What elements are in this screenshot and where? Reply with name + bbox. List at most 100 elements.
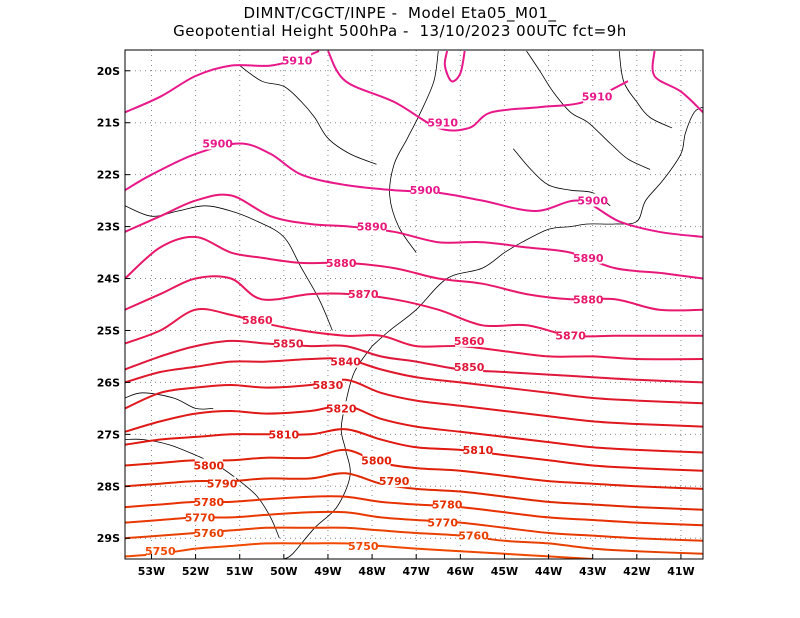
coastline-segment: [512, 148, 611, 207]
contour-label-bg: [428, 515, 457, 529]
contour-label-5850: 5850: [273, 337, 304, 350]
lon-tick-label: 45W: [491, 565, 518, 578]
lat-tick-label: 21S: [97, 117, 120, 130]
map-title-line-1: DIMNT/CGCT/INPE - Model Eta05_M01_: [243, 4, 557, 22]
contour-label-bg: [463, 442, 492, 456]
contour-5830: [125, 378, 703, 428]
coastline-segment: [389, 50, 439, 253]
contour-label-5790: 5790: [379, 475, 410, 488]
contour-label-5770: 5770: [427, 517, 458, 530]
contour-label-5840: 5840: [330, 356, 361, 369]
contour-label-5760: 5760: [194, 527, 225, 540]
coastline-segment: [371, 106, 703, 347]
coastline-segment: [618, 50, 673, 129]
lon-tick-label: 42W: [623, 565, 650, 578]
contour-label-5860: 5860: [242, 314, 273, 327]
contour-label-bg: [362, 453, 391, 467]
contour-label-bg: [203, 136, 232, 150]
latitude-axis: 20S 21S 22S 23S 24S 25S 26S 27S 28S 29S: [97, 65, 130, 545]
lon-tick-label: 48W: [358, 565, 385, 578]
contour-label-5780: 5780: [194, 496, 225, 509]
contour-label-5870: 5870: [348, 288, 379, 301]
contour-label-bg: [208, 476, 237, 490]
contour-label-bg: [578, 193, 607, 207]
contour-label-bg: [331, 354, 360, 368]
lon-tick-label: 51W: [226, 565, 253, 578]
lat-tick-label: 22S: [97, 169, 120, 182]
contour-5910: [443, 50, 466, 83]
contour-label-5890: 5890: [357, 221, 388, 234]
contour-label-bg: [313, 378, 342, 392]
contour-label-bg: [433, 497, 462, 511]
contour-label-5910: 5910: [582, 91, 613, 104]
lon-tick-label: 53W: [138, 565, 165, 578]
contour-label-5900: 5900: [577, 195, 608, 208]
coastline-segment: [239, 65, 377, 165]
contour-label-5820: 5820: [326, 402, 357, 415]
coastline-segment: [526, 50, 651, 170]
contour-5870: [125, 275, 703, 338]
contour-label-5880: 5880: [326, 257, 357, 270]
contour-label-5900: 5900: [410, 184, 441, 197]
contour-label-bg: [146, 544, 175, 558]
lon-tick-label: 41W: [667, 565, 694, 578]
coastline-segment: [125, 392, 214, 410]
contour-5750: [125, 542, 593, 559]
contour-label-5790: 5790: [207, 478, 238, 491]
lat-tick-label: 29S: [97, 532, 120, 545]
contour-label-5900: 5900: [202, 137, 233, 150]
coastline-segment: [283, 345, 373, 559]
contour-label-bg: [380, 474, 409, 488]
coastline-segment: [125, 205, 333, 331]
contour-label-bg: [574, 292, 603, 306]
contour-label-bg: [194, 458, 223, 472]
contour-label-5810: 5810: [463, 444, 494, 457]
contour-label-bg: [459, 528, 488, 542]
contour-5850: [125, 339, 703, 384]
contour-label-5910: 5910: [427, 117, 458, 130]
contour-labels: 5910 5910 5910 5900 5900 5900 5890 5890 5880 5880…: [145, 53, 613, 558]
contour-label-bg: [455, 333, 484, 347]
contour-label-bg: [358, 219, 387, 233]
contour-label-5770: 5770: [185, 511, 216, 524]
contour-label-bg: [243, 313, 272, 327]
lat-tick-label: 27S: [97, 428, 120, 441]
lon-tick-label: 46W: [447, 565, 474, 578]
lat-tick-label: 25S: [97, 324, 120, 337]
contour-label-5760: 5760: [458, 530, 489, 543]
lat-tick-label: 23S: [97, 221, 120, 234]
contour-label-bg: [327, 401, 356, 415]
contour-label-bg: [455, 359, 484, 373]
contour-label-5800: 5800: [361, 454, 392, 467]
contour-label-5780: 5780: [432, 498, 463, 511]
lat-tick-label: 28S: [97, 480, 120, 493]
contour-label-5870: 5870: [555, 330, 586, 343]
contour-label-5880: 5880: [573, 293, 604, 306]
contour-label-5830: 5830: [313, 379, 344, 392]
contour-label-5890: 5890: [573, 252, 604, 265]
contour-5860: [125, 308, 703, 361]
lon-tick-label: 49W: [314, 565, 341, 578]
lat-tick-label: 26S: [97, 376, 120, 389]
contour-5910: [327, 50, 629, 132]
contour-label-5800: 5800: [194, 460, 225, 473]
contour-label-5860: 5860: [454, 335, 485, 348]
map-title-line-2: Geopotential Height 500hPa - 13/10/2023 …: [173, 22, 627, 40]
contour-label-bg: [574, 250, 603, 264]
lon-tick-label: 52W: [182, 565, 209, 578]
contour-label-bg: [583, 89, 612, 103]
contour-label-bg: [327, 255, 356, 269]
lon-tick-label: 50W: [270, 565, 297, 578]
contour-label-bg: [349, 287, 378, 301]
lon-tick-label: 43W: [579, 565, 606, 578]
lon-tick-label: 47W: [402, 565, 429, 578]
contour-label-bg: [194, 494, 223, 508]
contour-5910: [651, 50, 703, 114]
contour-5900: [125, 142, 703, 238]
lon-tick-label: 44W: [535, 565, 562, 578]
map-frame: [124, 49, 704, 560]
contour-5840: [125, 357, 703, 405]
contour-label-5810: 5810: [269, 428, 300, 441]
contour-label-bg: [269, 427, 298, 441]
